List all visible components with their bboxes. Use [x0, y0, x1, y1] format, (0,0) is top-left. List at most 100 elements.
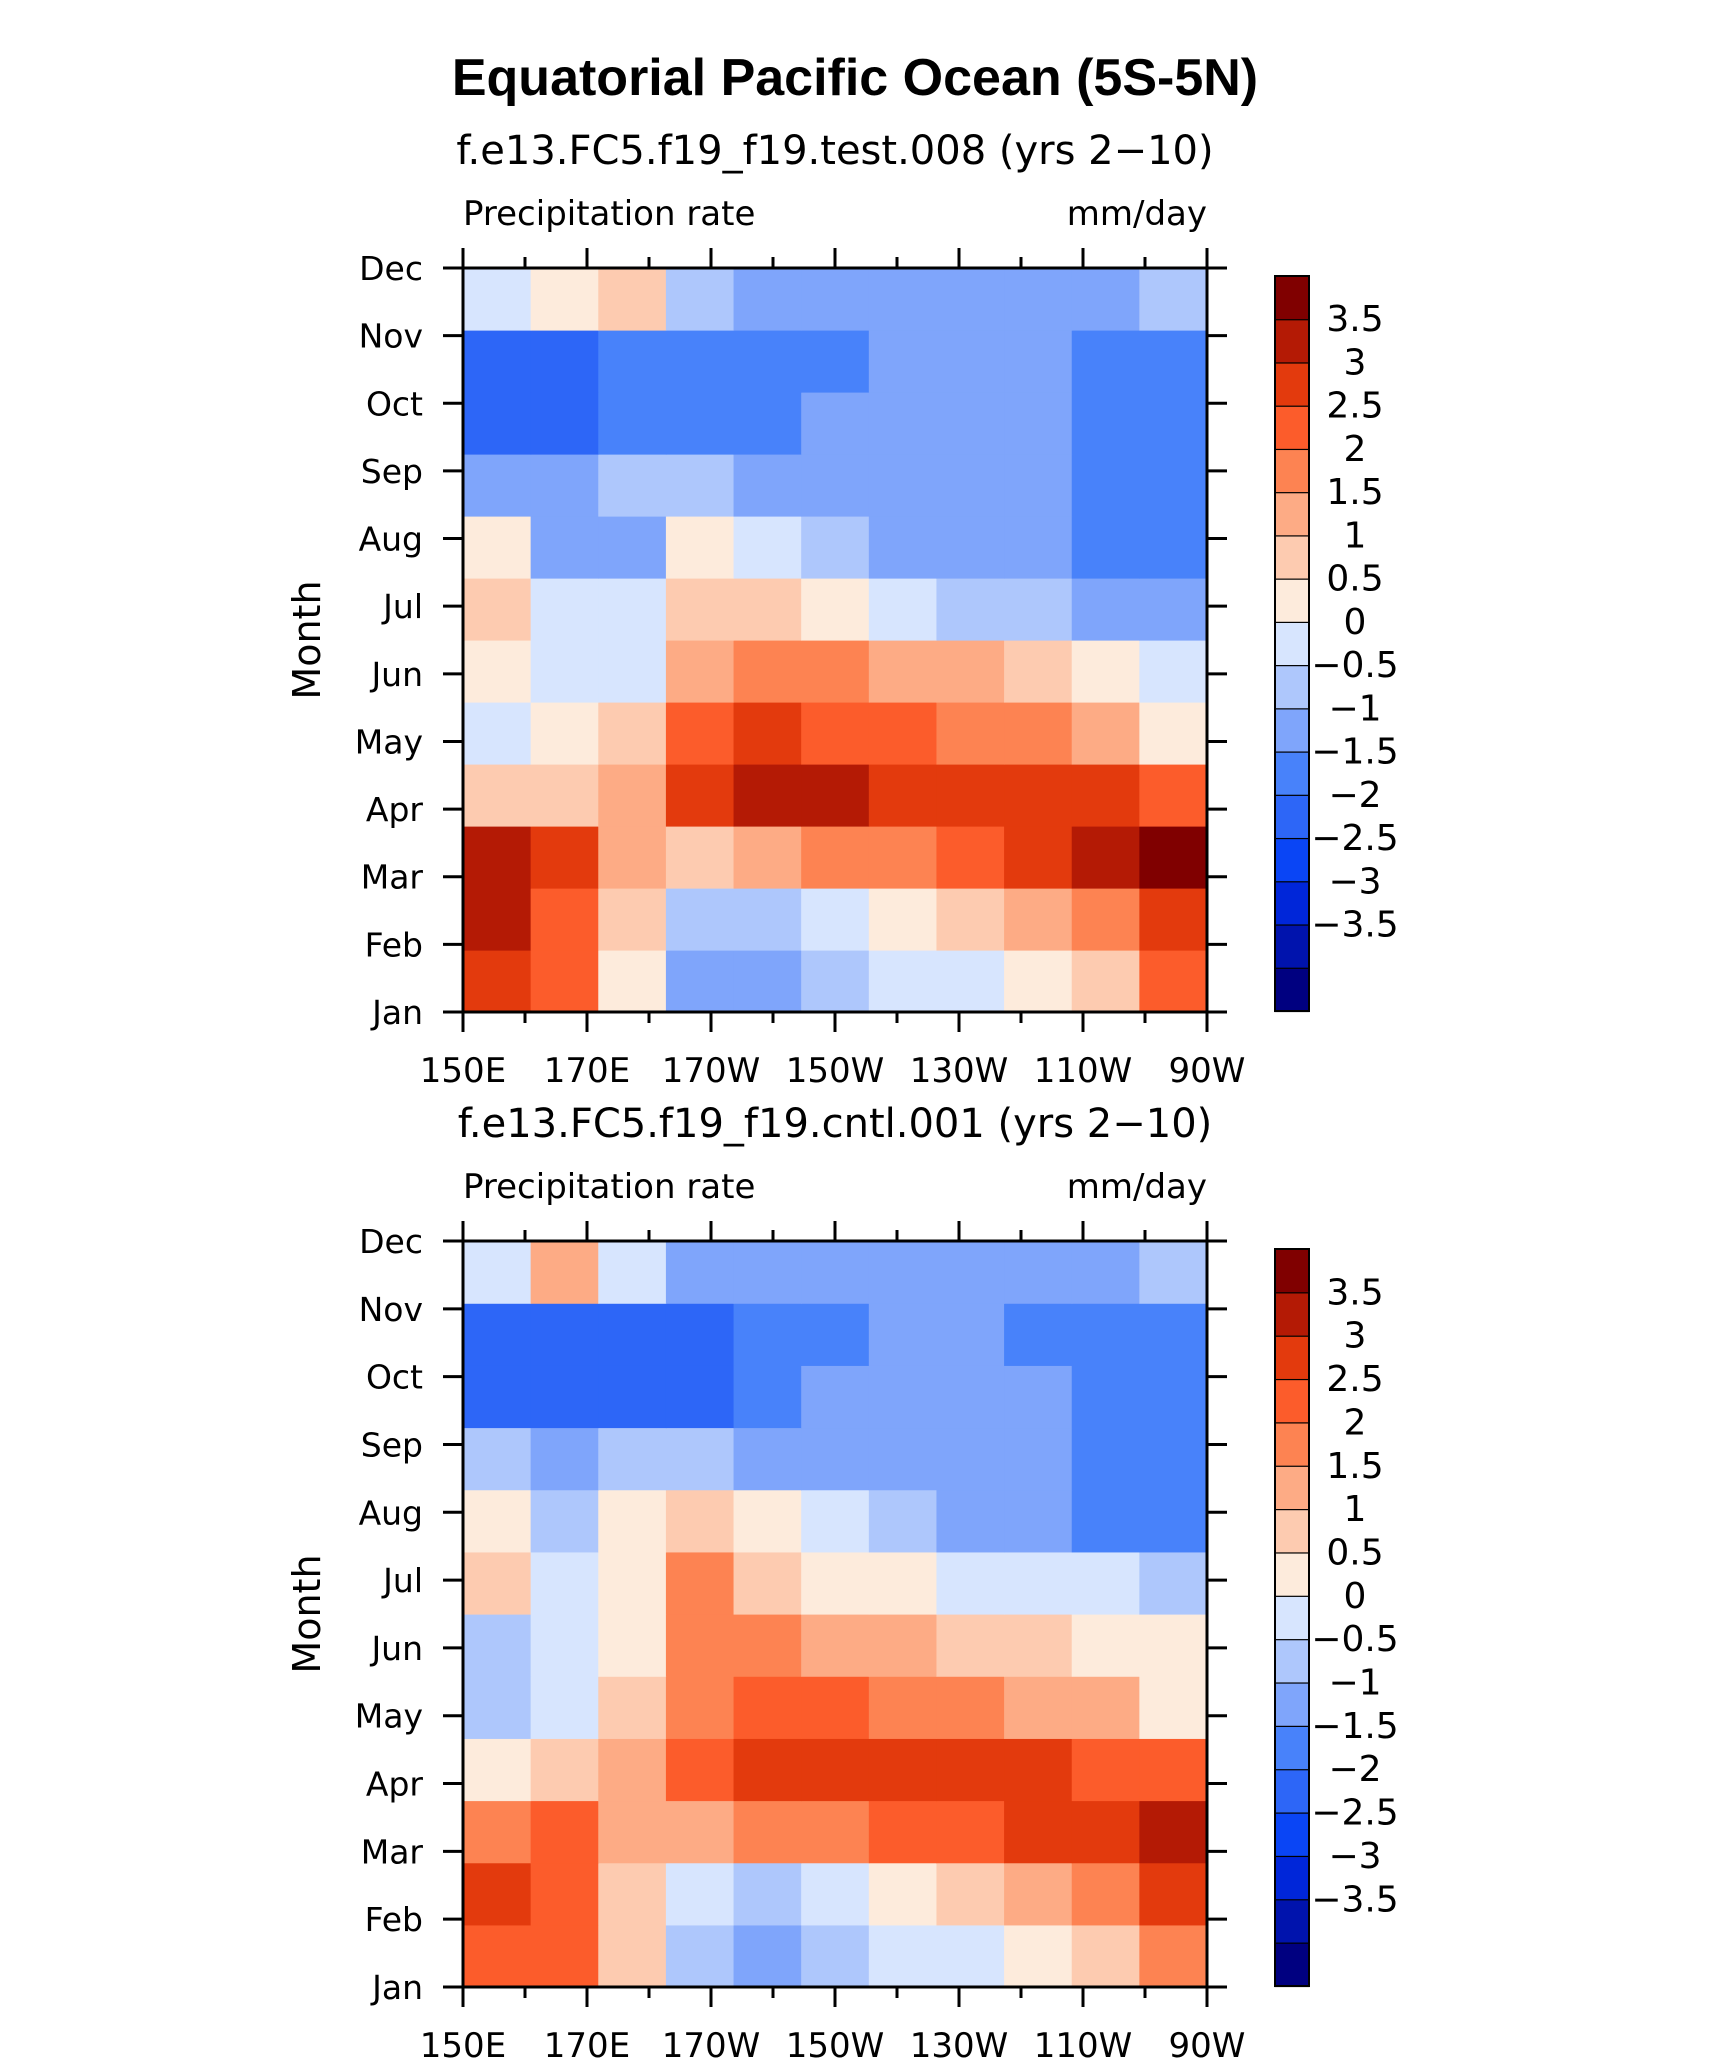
heatmap-cell	[665, 640, 735, 703]
x-tick-label: 150W	[786, 1051, 885, 1091]
heatmap-cell	[463, 1489, 532, 1553]
heatmap-cell	[868, 1924, 938, 1988]
heatmap-cell	[936, 1427, 1005, 1491]
heatmap-cell	[665, 1489, 735, 1553]
heatmap-cell	[665, 330, 735, 393]
colorbar-swatch	[1274, 1638, 1310, 1684]
colorbar-swatch	[1274, 621, 1310, 667]
heatmap-cell	[1071, 888, 1140, 951]
heatmap-cell	[733, 764, 802, 827]
colorbar-label: −3	[1328, 861, 1381, 902]
heatmap-cell	[665, 764, 735, 827]
colorbar-label: −1	[1328, 688, 1381, 729]
colorbar-label: 2	[1344, 1402, 1367, 1443]
heatmap-cell	[801, 888, 870, 951]
heatmap-cell	[598, 702, 667, 765]
colorbar-label: 2.5	[1326, 1359, 1383, 1400]
heatmap-cell	[1139, 950, 1208, 1013]
heatmap-cell	[1139, 1862, 1208, 1926]
heatmap-cell	[1139, 516, 1208, 579]
heatmap-cell	[665, 1862, 735, 1926]
heatmap-cell	[463, 640, 532, 703]
heatmap-cell	[1139, 826, 1208, 889]
heatmap-cell	[530, 1614, 599, 1677]
heatmap-cell	[598, 330, 667, 393]
heatmap-cell	[801, 1800, 870, 1864]
colorbar-swatch	[1274, 1942, 1310, 1988]
heatmap-cell	[936, 268, 1005, 331]
heatmap-cell	[598, 1241, 667, 1304]
colorbar-swatch	[1274, 448, 1310, 494]
heatmap-cell	[598, 1303, 667, 1366]
heatmap-cell	[463, 330, 532, 393]
heatmap-cell	[868, 1614, 938, 1677]
heatmap-cell	[1004, 764, 1073, 827]
y-tick-label: Feb	[365, 1900, 423, 1939]
colorbar-swatch	[1274, 707, 1310, 753]
heatmap-cell	[868, 1800, 938, 1864]
heatmap-cell	[801, 392, 870, 455]
heatmap-cell	[665, 1551, 735, 1615]
heatmap-cell	[1004, 454, 1073, 517]
heatmap-cell	[1139, 764, 1208, 827]
page-title: Equatorial Pacific Ocean (5S-5N)	[451, 49, 1259, 107]
heatmap-cell	[936, 826, 1005, 889]
heatmap-cell	[598, 1676, 667, 1739]
heatmap-cell	[1139, 888, 1208, 951]
heatmap-cell	[530, 268, 599, 331]
colorbar-swatch	[1274, 1898, 1310, 1944]
heatmap-cell	[665, 578, 735, 641]
heatmap-cell	[530, 888, 599, 951]
heatmap-cell	[733, 1551, 802, 1615]
heatmap-cell	[801, 516, 870, 579]
colorbar-label: 2.5	[1326, 386, 1383, 427]
heatmap-cell	[733, 888, 802, 951]
heatmap-cell	[530, 516, 599, 579]
heatmap-cell	[801, 1427, 870, 1491]
y-tick-label: Apr	[366, 1765, 424, 1804]
y-tick-label: Oct	[366, 384, 423, 423]
colorbar-swatch	[1274, 1551, 1310, 1597]
colorbar-label: 2	[1344, 429, 1367, 470]
y-tick-label: Mar	[361, 858, 424, 897]
x-tick-label: 170E	[544, 1051, 630, 1091]
heatmap-cell	[665, 888, 735, 951]
heatmap-cell	[1071, 578, 1140, 641]
heatmap-cell	[598, 454, 667, 517]
heatmap-cell	[463, 826, 532, 889]
heatmap-cell	[1004, 826, 1073, 889]
heatmap-cell	[463, 268, 532, 331]
colorbar-label: 1	[1344, 515, 1367, 556]
heatmap-cell	[1004, 1862, 1073, 1926]
heatmap-cell	[1071, 454, 1140, 517]
heatmap-cell	[1004, 888, 1073, 951]
heatmap-cell	[1139, 1427, 1208, 1491]
heatmap-cell	[868, 640, 938, 703]
colorbar-label: −2	[1328, 1749, 1381, 1790]
y-tick-label: Jul	[381, 1561, 423, 1600]
heatmap-cell	[665, 1738, 735, 1802]
heatmap-cell	[936, 1738, 1005, 1802]
y-tick-label: Jan	[370, 993, 423, 1032]
colorbar-swatch	[1274, 534, 1310, 580]
heatmap-cell	[1139, 1738, 1208, 1802]
heatmap-cell	[530, 392, 599, 455]
heatmap-cell	[868, 1551, 938, 1615]
heatmap-cell	[1071, 640, 1140, 703]
heatmap-cell	[868, 330, 938, 393]
colorbar-swatch	[1274, 1421, 1310, 1467]
heatmap-cell	[1004, 1365, 1073, 1429]
heatmap-cell	[1071, 1924, 1140, 1988]
heatmap-cell	[801, 702, 870, 765]
heatmap-cell	[530, 1241, 599, 1304]
colorbar-swatch	[1274, 1291, 1310, 1337]
heatmap-cell	[1139, 640, 1208, 703]
heatmap-cell	[801, 578, 870, 641]
heatmap-cell	[530, 1551, 599, 1615]
heatmap-cell	[868, 826, 938, 889]
heatmap-cell	[733, 392, 802, 455]
heatmap-cell	[733, 454, 802, 517]
colorbar-label: 3.5	[1326, 1272, 1383, 1313]
heatmap-cell	[530, 1800, 599, 1864]
heatmap-cell	[1139, 1365, 1208, 1429]
